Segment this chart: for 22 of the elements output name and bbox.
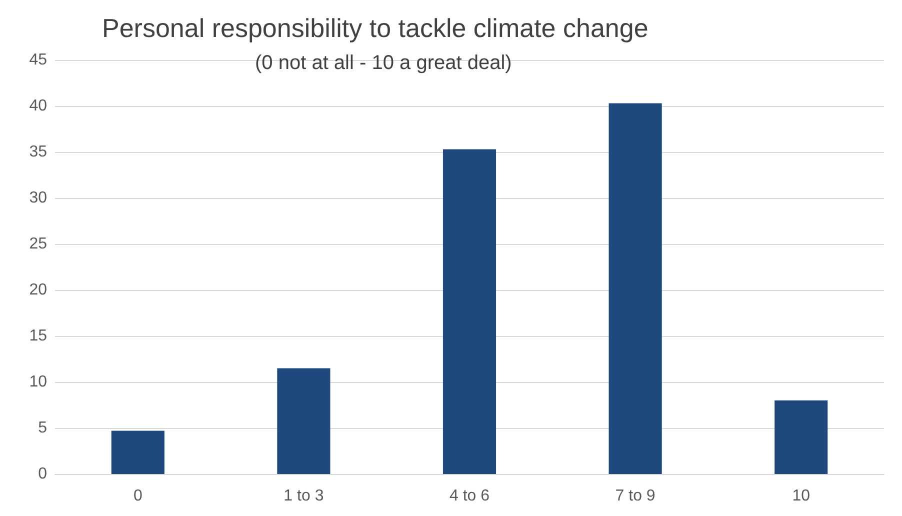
bar <box>608 103 662 474</box>
chart-subtitle: (0 not at all - 10 a great deal) <box>255 52 512 74</box>
y-tick-label: 5 <box>38 420 48 436</box>
y-tick-label: 40 <box>29 98 48 114</box>
x-tick-label: 7 to 9 <box>615 488 656 504</box>
y-tick-label: 45 <box>29 52 48 68</box>
bar <box>277 368 330 474</box>
y-tick-label: 35 <box>29 144 48 160</box>
y-tick-label: 10 <box>29 374 48 390</box>
chart-title: Personal responsibility to tackle climate change <box>102 13 648 43</box>
bar <box>442 149 496 474</box>
y-tick-label: 30 <box>29 190 48 206</box>
y-tick-label: 15 <box>29 328 48 344</box>
x-tick-label: 0 <box>133 488 142 504</box>
y-tick-label: 20 <box>29 282 48 298</box>
x-tick-label: 4 to 6 <box>449 488 490 504</box>
y-tick-label: 25 <box>29 236 48 252</box>
y-tick-label: 0 <box>38 466 48 482</box>
x-tick-label: 10 <box>792 488 810 504</box>
bar <box>111 430 164 474</box>
bar <box>774 400 828 474</box>
x-tick-label: 1 to 3 <box>284 488 324 504</box>
